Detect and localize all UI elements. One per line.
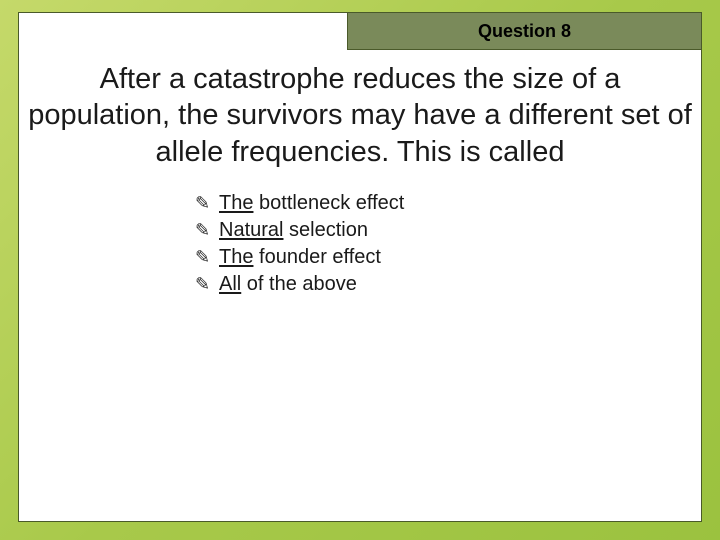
title-tab: Question 8 xyxy=(347,12,702,50)
option-row: ✎ Natural selection xyxy=(195,219,693,242)
option-row: ✎ The bottleneck effect xyxy=(195,192,693,215)
option-rest: founder effect xyxy=(253,246,381,268)
option-underlined: The xyxy=(219,192,253,214)
slide-title: Question 8 xyxy=(478,21,571,42)
bullet-icon: ✎ xyxy=(195,220,217,241)
bullet-icon: ✎ xyxy=(195,274,217,295)
bullet-icon: ✎ xyxy=(195,193,217,214)
option-rest: selection xyxy=(283,219,368,241)
option-underlined: All xyxy=(219,273,241,295)
bullet-icon: ✎ xyxy=(195,247,217,268)
option-underlined: Natural xyxy=(219,219,283,241)
slide-content: After a catastrophe reduces the size of … xyxy=(27,61,693,300)
option-row: ✎ The founder effect xyxy=(195,246,693,269)
option-row: ✎ All of the above xyxy=(195,273,693,296)
slide-frame: Question 8 After a catastrophe reduces t… xyxy=(18,12,702,522)
option-underlined: The xyxy=(219,246,253,268)
question-text: After a catastrophe reduces the size of … xyxy=(27,61,693,170)
option-rest: of the above xyxy=(241,273,357,295)
option-rest: bottleneck effect xyxy=(253,192,404,214)
options-list: ✎ The bottleneck effect ✎ Natural select… xyxy=(195,192,693,296)
